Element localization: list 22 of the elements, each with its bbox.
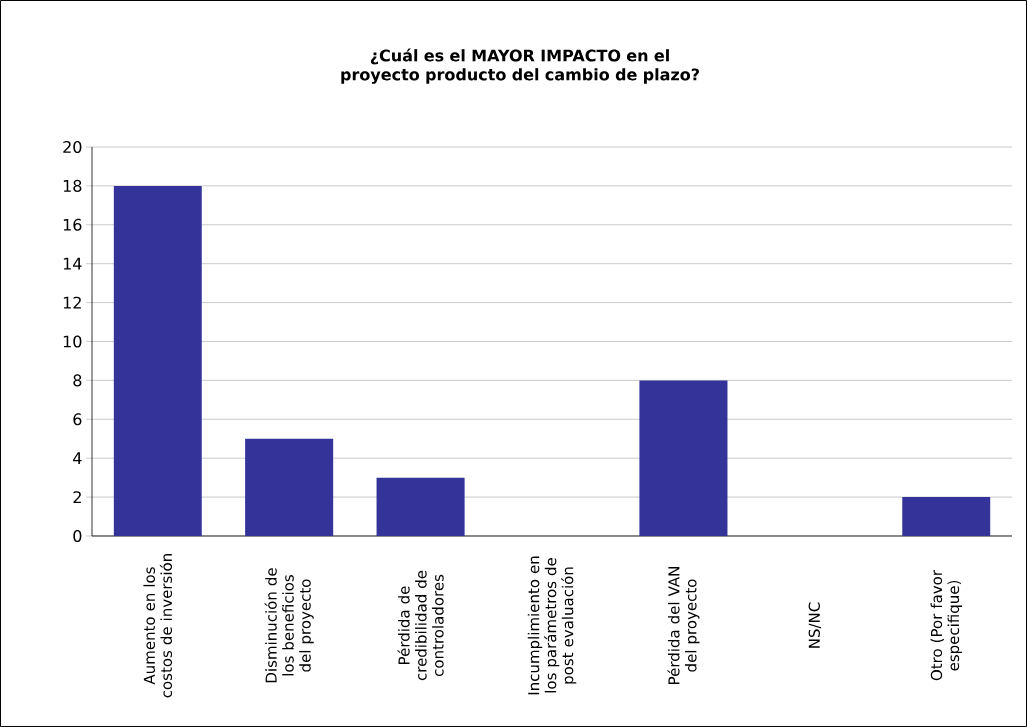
- y-tick-label: 14: [63, 257, 82, 270]
- y-tick-label: 4: [73, 452, 82, 465]
- y-tick-label: 12: [63, 296, 81, 309]
- x-tick-label: Aumento en los costos de inversión: [143, 554, 173, 698]
- bar: [376, 477, 465, 536]
- bar: [639, 380, 728, 536]
- bar: [113, 185, 202, 536]
- y-tick-label: 8: [73, 374, 82, 387]
- bar: [245, 438, 334, 536]
- y-tick-label: 10: [63, 335, 82, 348]
- y-tick-label: 0: [73, 529, 82, 543]
- bar: [902, 497, 991, 536]
- y-tick-label: 2: [73, 491, 81, 504]
- chart-title: ¿Cuál es el MAYOR IMPACTO en el proyecto producto del cambio de plazo?: [341, 48, 699, 84]
- y-tick-label: 16: [63, 218, 82, 231]
- y-tick-label: 18: [63, 179, 82, 192]
- y-tick-label: 6: [73, 413, 82, 426]
- y-tick-label: 20: [63, 140, 82, 154]
- x-tick-label: Otro (Por favor especifique): [930, 569, 963, 681]
- x-tick-label: Pérdida del VAN del proyecto: [667, 567, 700, 684]
- x-tick-label: NS/NC: [808, 602, 822, 648]
- x-tick-label: Disminución de los beneficios del proyecto: [264, 568, 314, 683]
